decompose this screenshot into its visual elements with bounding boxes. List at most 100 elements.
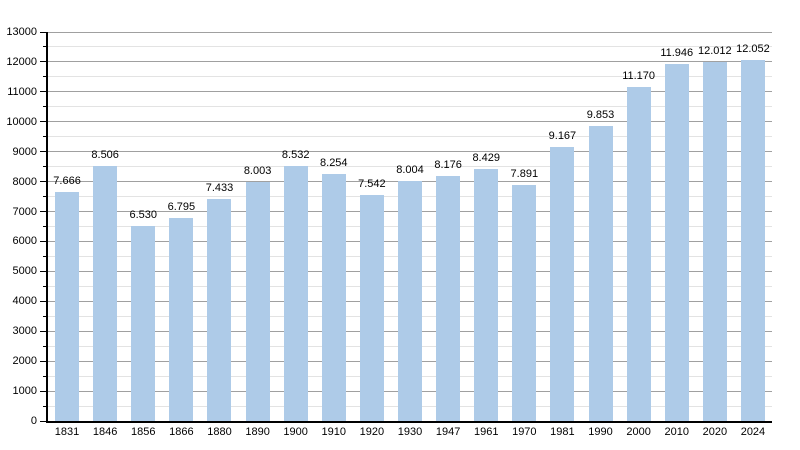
x-axis-tick-label: 1961 (473, 426, 499, 438)
bar-2024 (740, 60, 765, 421)
y-axis-tick-label: 4000 (12, 295, 37, 308)
major-gridline (48, 31, 772, 33)
y-major-tick (40, 390, 46, 392)
y-axis-tick-label: 2000 (12, 355, 37, 368)
x-axis-tick-label: 1990 (588, 426, 613, 438)
x-axis-line (46, 421, 772, 423)
value-label-1930: 8.004 (396, 164, 424, 177)
y-axis-tick-label: 12000 (6, 55, 37, 68)
bar-1930 (398, 181, 422, 421)
y-major-tick (40, 31, 46, 33)
value-label-2020: 12.012 (698, 44, 732, 57)
y-major-tick (40, 91, 46, 93)
y-major-tick (40, 360, 46, 362)
value-label-1910: 8.254 (320, 157, 348, 169)
x-axis-tick-label: 2000 (626, 426, 651, 438)
value-label-1846: 8.506 (91, 149, 119, 162)
value-label-1970: 7.891 (510, 167, 539, 180)
value-label-1880: 7.433 (205, 181, 234, 194)
bar-1880 (207, 198, 232, 421)
y-major-tick (40, 151, 46, 153)
x-axis-tick-label: 1831 (54, 426, 80, 438)
x-axis-tick-label: 1981 (550, 426, 575, 438)
y-minor-tick (43, 345, 46, 347)
x-axis-tick-label: 1930 (397, 426, 423, 438)
value-label-1981: 9.167 (548, 129, 577, 142)
y-axis-tick-label: 5000 (12, 265, 37, 278)
value-label-1990: 9.853 (586, 109, 615, 122)
minor-gridline (48, 166, 772, 168)
bar-1831 (55, 191, 80, 421)
y-axis-tick-label: 6000 (12, 235, 37, 248)
value-label-1900: 8.532 (281, 148, 310, 161)
bar-2020 (702, 61, 727, 421)
bar-1947 (436, 176, 461, 421)
major-gridline (48, 91, 772, 93)
y-axis-tick-label: 1000 (12, 385, 37, 398)
bar-1920 (359, 195, 384, 421)
x-axis-tick-label: 1947 (435, 426, 461, 438)
y-minor-tick (43, 285, 46, 287)
value-label-2010: 11.946 (660, 46, 694, 59)
minor-gridline (48, 106, 772, 108)
y-major-tick (40, 270, 46, 272)
y-major-tick (40, 420, 46, 422)
y-minor-tick (43, 315, 46, 317)
y-axis-tick-label: 11000 (7, 85, 37, 98)
x-axis-tick-label: 1890 (245, 426, 270, 438)
bar-1910 (321, 174, 346, 421)
y-minor-tick (43, 196, 46, 198)
y-axis-tick-label: 7000 (12, 205, 37, 218)
x-axis-tick-label: 2010 (664, 426, 689, 438)
y-minor-tick (43, 136, 46, 138)
bar-1846 (93, 166, 118, 421)
y-axis-tick-label: 3000 (12, 325, 37, 338)
major-gridline (48, 61, 772, 63)
y-major-tick (40, 300, 46, 302)
y-axis-tick-label: 13000 (6, 26, 37, 38)
x-axis-tick-label: 1846 (92, 426, 118, 438)
minor-gridline (48, 46, 772, 48)
major-gridline (48, 151, 772, 153)
value-label-1866: 6.795 (167, 200, 196, 213)
y-minor-tick (43, 166, 46, 168)
y-axis-tick-label: 0 (30, 415, 37, 427)
x-axis-tick-label: 1920 (359, 426, 385, 438)
x-axis-tick-label: 1866 (169, 426, 194, 438)
bar-1990 (588, 126, 613, 421)
bar-1856 (131, 225, 156, 421)
value-label-1890: 8.003 (243, 164, 272, 177)
y-major-tick (40, 61, 46, 63)
x-axis-tick-label: 2024 (740, 426, 766, 438)
value-label-1831: 7.666 (53, 174, 81, 187)
minor-gridline (48, 136, 772, 138)
bar-1961 (474, 168, 499, 421)
x-axis-tick-label: 1856 (131, 426, 156, 438)
y-minor-tick (43, 255, 46, 257)
x-axis-tick-label: 1910 (321, 426, 347, 438)
value-label-1961: 8.429 (472, 151, 500, 164)
y-major-tick (40, 211, 46, 213)
value-label-2024: 12.052 (736, 43, 770, 56)
bar-2010 (664, 63, 689, 421)
value-label-1920: 7.542 (358, 178, 386, 191)
bar-1900 (283, 165, 308, 421)
y-minor-tick (43, 46, 46, 48)
y-minor-tick (43, 76, 46, 78)
x-axis-tick-label: 1900 (283, 426, 308, 438)
y-major-tick (40, 330, 46, 332)
value-label-1856: 6.530 (129, 208, 158, 221)
y-minor-tick (43, 106, 46, 108)
y-axis-line (46, 32, 48, 423)
bar-1890 (245, 181, 270, 421)
y-minor-tick (43, 226, 46, 227)
y-axis-tick-label: 8000 (12, 175, 37, 188)
y-major-tick (40, 181, 46, 183)
bar-1981 (550, 146, 575, 421)
y-major-tick (40, 121, 46, 123)
y-major-tick (40, 240, 46, 242)
